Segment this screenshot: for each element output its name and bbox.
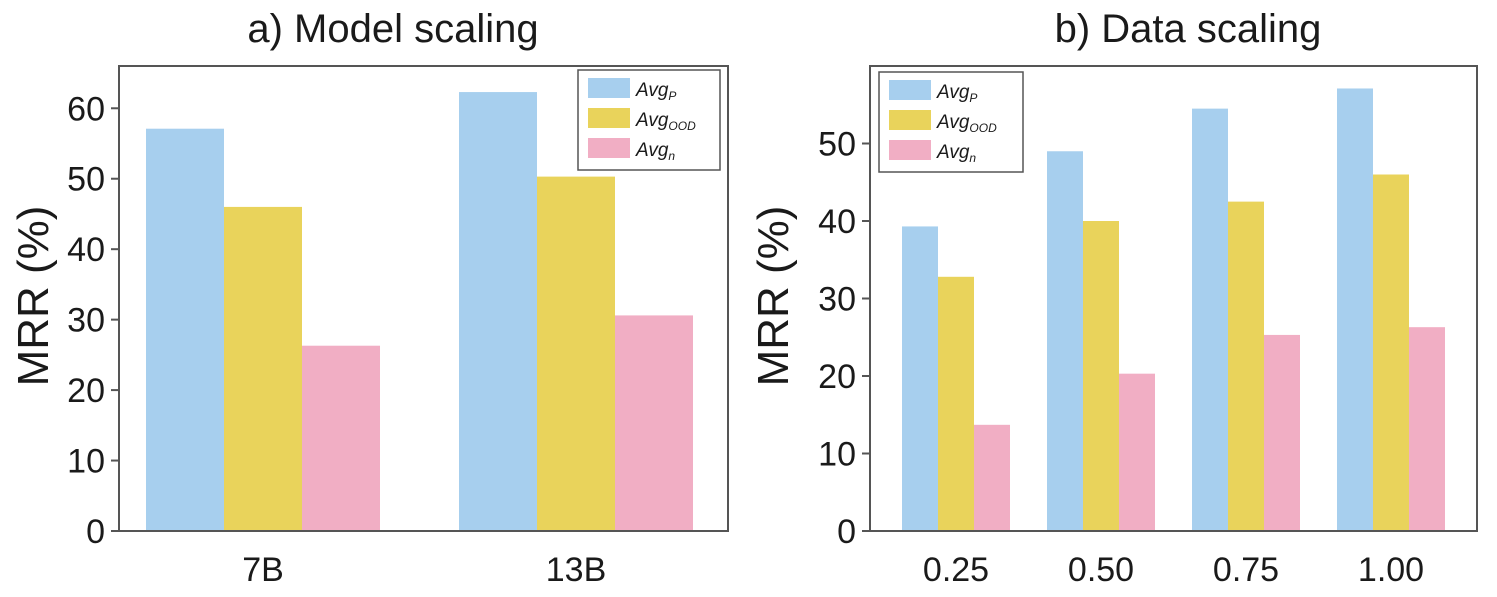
bar-ood-0.75 (1228, 201, 1264, 531)
bar-p-0.25 (902, 226, 938, 532)
legend: AvgP AvgOOD Avgn (577, 69, 721, 171)
bar-ood-0.50 (1083, 221, 1119, 531)
legend-swatch (889, 140, 931, 160)
legend-swatch (588, 108, 630, 128)
y-tick-label: 0 (837, 513, 856, 551)
legend-label: AvgOOD (936, 112, 997, 135)
bar-p-0.50 (1047, 151, 1083, 531)
x-ticks: 7B 13B (242, 551, 606, 589)
x-tick-label: 0.25 (923, 551, 989, 589)
chart-title: a) Model scaling (247, 7, 538, 51)
y-tick-label: 30 (67, 302, 105, 340)
legend-label: AvgOOD (635, 110, 696, 133)
bar-n-1.00 (1409, 327, 1445, 531)
bar-n-13B (615, 315, 693, 531)
y-tick-label: 30 (818, 281, 856, 319)
bar-n-0.75 (1264, 334, 1300, 531)
y-tick-label: 50 (67, 161, 105, 199)
y-tick-label: 20 (67, 372, 105, 410)
bar-ood-7B (224, 206, 302, 531)
y-tick-label: 10 (818, 436, 856, 474)
plot-frame (118, 65, 729, 532)
y-tick-label: 0 (86, 513, 105, 551)
legend-swatch (889, 110, 931, 130)
x-ticks: 0.25 0.50 0.75 1.00 (923, 551, 1424, 589)
bar-n-0.50 (1119, 373, 1155, 531)
bar-n-7B (302, 345, 380, 531)
bar-ood-13B (537, 176, 615, 531)
y-ticks: 0 10 20 30 40 50 60 (67, 90, 119, 551)
legend-swatch (588, 78, 630, 98)
chart-title: b) Data scaling (1055, 7, 1322, 51)
legend-label: Avgn (936, 142, 976, 165)
y-axis-label: MRR (%) (749, 206, 798, 387)
y-axis-label: MRR (%) (9, 206, 58, 387)
panel-data-scaling: b) Data scaling MRR (%) 0 10 20 30 40 50 0.25… (749, 7, 1478, 589)
y-tick-label: 20 (818, 358, 856, 396)
bar-p-0.75 (1192, 108, 1228, 531)
x-tick-label: 0.50 (1068, 551, 1134, 589)
x-tick-label: 13B (546, 551, 607, 589)
legend-label: AvgP (936, 82, 977, 105)
legend-swatch (889, 80, 931, 100)
y-tick-label: 50 (818, 126, 856, 164)
y-ticks: 0 10 20 30 40 50 (818, 126, 870, 551)
bar-n-0.25 (974, 424, 1010, 531)
legend-label: Avgn (635, 140, 675, 163)
x-tick-label: 1.00 (1358, 551, 1424, 589)
bar-p-13B (459, 92, 537, 532)
bar-p-1.00 (1337, 88, 1373, 531)
bar-ood-1.00 (1373, 174, 1409, 531)
bar-p-7B (146, 128, 224, 532)
bars-group (146, 92, 693, 532)
legend-label: AvgP (635, 80, 676, 103)
panel-model-scaling: a) Model scaling MRR (%) 0 10 20 30 40 50 60 7… (9, 7, 729, 589)
legend: AvgP AvgOOD Avgn (878, 71, 1024, 173)
legend-swatch (588, 138, 630, 158)
y-tick-label: 40 (818, 203, 856, 241)
y-tick-label: 10 (67, 443, 105, 481)
bars-group (902, 88, 1445, 532)
y-tick-label: 40 (67, 231, 105, 269)
bar-ood-0.25 (938, 276, 974, 531)
x-tick-label: 7B (242, 551, 284, 589)
y-tick-label: 60 (67, 90, 105, 128)
x-tick-label: 0.75 (1213, 551, 1279, 589)
